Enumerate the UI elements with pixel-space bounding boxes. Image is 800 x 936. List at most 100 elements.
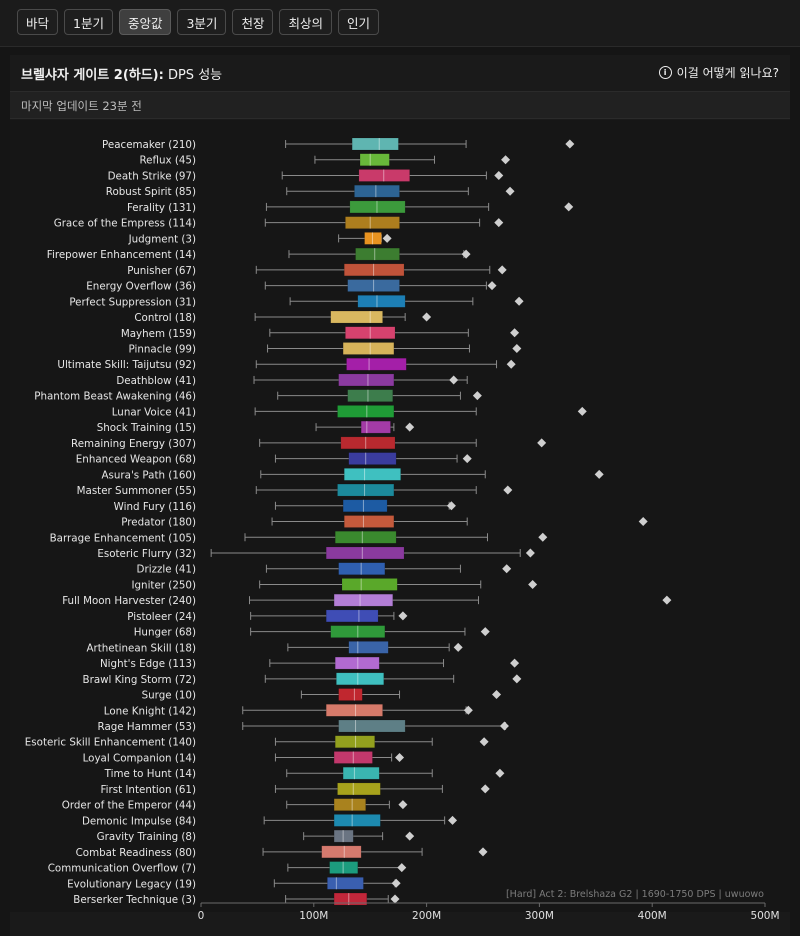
best-marker[interactable] — [577, 406, 587, 416]
iqr-box[interactable] — [342, 766, 380, 780]
iqr-box[interactable] — [346, 357, 407, 371]
best-marker[interactable] — [494, 218, 504, 228]
best-marker[interactable] — [503, 485, 513, 495]
iqr-box[interactable] — [338, 562, 386, 575]
iqr-box[interactable] — [347, 279, 400, 292]
iqr-box[interactable] — [329, 861, 359, 874]
best-marker[interactable] — [391, 878, 401, 888]
iqr-box[interactable] — [359, 153, 390, 166]
iqr-box[interactable] — [333, 593, 394, 607]
iqr-box[interactable] — [321, 845, 362, 859]
best-marker[interactable] — [505, 186, 515, 196]
iqr-box[interactable] — [337, 405, 395, 418]
tab-3[interactable]: 3분기 — [177, 9, 227, 35]
iqr-box[interactable] — [338, 719, 406, 733]
best-marker[interactable] — [537, 438, 547, 448]
iqr-box[interactable] — [330, 625, 386, 638]
best-marker[interactable] — [494, 170, 504, 180]
best-marker[interactable] — [448, 815, 458, 825]
best-marker[interactable] — [499, 721, 509, 731]
tab-1[interactable]: 1분기 — [64, 9, 113, 35]
iqr-box[interactable] — [357, 295, 406, 308]
best-marker[interactable] — [478, 847, 488, 857]
iqr-box[interactable] — [349, 200, 406, 214]
iqr-box[interactable] — [345, 216, 400, 229]
best-marker[interactable] — [565, 139, 575, 149]
iqr-box[interactable] — [334, 531, 397, 544]
iqr-box[interactable] — [342, 499, 388, 513]
iqr-box[interactable] — [341, 578, 398, 591]
best-marker[interactable] — [395, 752, 405, 762]
best-marker[interactable] — [525, 548, 535, 558]
iqr-box[interactable] — [334, 656, 380, 670]
tab-5[interactable]: 최상의 — [279, 9, 332, 35]
best-marker[interactable] — [492, 690, 502, 700]
best-marker[interactable] — [497, 265, 507, 275]
best-marker[interactable] — [480, 627, 490, 637]
best-marker[interactable] — [487, 281, 497, 291]
iqr-box[interactable] — [342, 342, 395, 355]
iqr-box[interactable] — [337, 782, 381, 796]
best-marker[interactable] — [449, 375, 459, 385]
iqr-box[interactable] — [325, 546, 405, 560]
iqr-box[interactable] — [333, 751, 373, 764]
iqr-box[interactable] — [344, 468, 401, 481]
best-marker[interactable] — [405, 422, 415, 432]
best-marker[interactable] — [390, 894, 400, 904]
best-marker[interactable] — [495, 768, 505, 778]
iqr-box[interactable] — [327, 877, 364, 890]
best-marker[interactable] — [564, 202, 574, 212]
iqr-box[interactable] — [333, 814, 381, 827]
iqr-box[interactable] — [338, 373, 395, 387]
best-marker[interactable] — [446, 501, 456, 511]
tab-4[interactable]: 천장 — [232, 9, 274, 35]
best-marker[interactable] — [398, 800, 408, 810]
iqr-box[interactable] — [351, 137, 399, 151]
iqr-box[interactable] — [338, 688, 363, 701]
iqr-box[interactable] — [345, 326, 396, 340]
best-marker[interactable] — [512, 343, 522, 353]
iqr-box[interactable] — [347, 389, 394, 402]
best-marker[interactable] — [472, 391, 482, 401]
best-marker[interactable] — [461, 249, 471, 259]
iqr-box[interactable] — [325, 609, 379, 623]
tab-2[interactable]: 중앙값 — [118, 9, 172, 35]
iqr-box[interactable] — [333, 798, 366, 811]
iqr-box[interactable] — [344, 263, 405, 277]
iqr-box[interactable] — [355, 247, 400, 261]
best-marker[interactable] — [397, 863, 407, 873]
iqr-box[interactable] — [325, 704, 383, 717]
iqr-box[interactable] — [360, 420, 391, 434]
iqr-box[interactable] — [348, 641, 389, 654]
iqr-box[interactable] — [358, 169, 410, 182]
iqr-box[interactable] — [330, 310, 383, 324]
iqr-box[interactable] — [348, 452, 397, 465]
iqr-box[interactable] — [333, 829, 354, 843]
best-marker[interactable] — [594, 469, 604, 479]
best-marker[interactable] — [528, 579, 538, 589]
best-marker[interactable] — [463, 705, 473, 715]
iqr-box[interactable] — [364, 232, 382, 245]
iqr-box[interactable] — [334, 735, 375, 748]
best-marker[interactable] — [501, 155, 511, 165]
best-marker[interactable] — [662, 595, 672, 605]
iqr-box[interactable] — [336, 672, 384, 686]
best-marker[interactable] — [480, 784, 490, 794]
best-marker[interactable] — [382, 233, 392, 243]
iqr-box[interactable] — [337, 483, 395, 497]
best-marker[interactable] — [479, 737, 489, 747]
best-marker[interactable] — [502, 564, 512, 574]
best-marker[interactable] — [512, 674, 522, 684]
tab-0[interactable]: 바닥 — [17, 9, 59, 35]
best-marker[interactable] — [405, 831, 415, 841]
best-marker[interactable] — [506, 359, 516, 369]
best-marker[interactable] — [398, 611, 408, 621]
best-marker[interactable] — [422, 312, 432, 322]
best-marker[interactable] — [638, 517, 648, 527]
best-marker[interactable] — [462, 454, 472, 464]
iqr-box[interactable] — [344, 515, 395, 528]
how-to-read-link[interactable]: i 이걸 어떻게 읽나요? — [658, 64, 779, 81]
tab-6[interactable]: 인기 — [337, 9, 379, 35]
iqr-box[interactable] — [333, 892, 368, 906]
iqr-box[interactable] — [340, 436, 396, 450]
